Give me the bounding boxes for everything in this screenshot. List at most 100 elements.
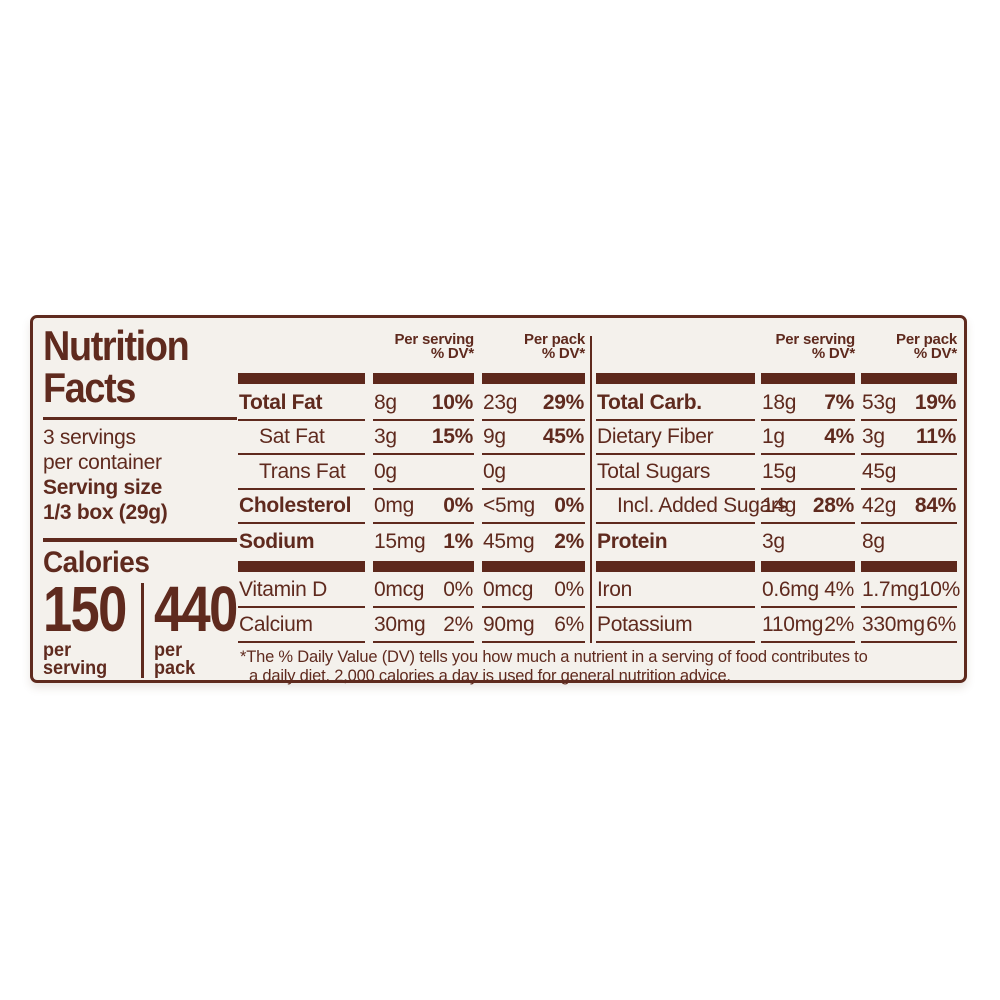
row-added-sugars: Incl. Added Sugars 14g 28% 42g 84% xyxy=(596,490,957,524)
per-serving-amount: 1g xyxy=(762,425,785,449)
per-pack-header: Per pack % DV* xyxy=(896,331,957,362)
per-pack-amount: 42g xyxy=(862,494,897,518)
calories-label: Calories xyxy=(43,546,150,579)
per-serving-dv: 28% xyxy=(812,494,854,518)
calories-per-pack-value: 440 xyxy=(154,573,238,645)
nutrient-name: Incl. Added Sugars xyxy=(617,494,788,518)
servings-count: 3 servings xyxy=(43,426,136,449)
per-serving-dv: 2% xyxy=(824,612,854,636)
per-pack-amount: 0g xyxy=(483,459,506,483)
nutrient-name: Calcium xyxy=(239,612,313,636)
row-cholesterol: Cholesterol 0mg 0% <5mg 0% xyxy=(238,490,585,524)
per-pack-amount: 45mg xyxy=(483,529,535,553)
calories-per-pack-unit: per pack xyxy=(154,640,196,679)
per-pack-amount: 9g xyxy=(483,425,506,449)
servings-per-container: per container xyxy=(43,451,162,474)
per-serving-header: Per serving % DV* xyxy=(394,331,474,362)
nutrients-table-left: Per serving % DV* Per pack % DV* Total F… xyxy=(238,330,585,643)
per-pack-dv: 0% xyxy=(554,578,584,602)
nutrient-name: Total Fat xyxy=(239,390,323,414)
per-pack-dv: 2% xyxy=(554,529,584,553)
nutrient-name: Total Carb. xyxy=(597,390,702,414)
per-serving-dv: 7% xyxy=(824,390,854,414)
nutrient-name: Dietary Fiber xyxy=(597,425,714,449)
nutrient-name: Protein xyxy=(597,529,668,553)
per-serving-dv: 0% xyxy=(443,494,473,518)
nutrient-name: Total Sugars xyxy=(597,459,711,483)
per-pack-dv: 10% xyxy=(918,578,961,602)
nutrient-name: Sat Fat xyxy=(259,425,325,449)
per-pack-amount: 23g xyxy=(483,390,518,414)
per-serving-amount: 0mcg xyxy=(374,578,425,602)
column-headers: Per serving % DV* Per pack % DV* xyxy=(596,330,957,373)
per-pack-amount: 53g xyxy=(862,390,897,414)
table-divider xyxy=(590,336,592,643)
nutrient-name: Iron xyxy=(597,578,632,602)
per-serving-amount: 3g xyxy=(762,529,785,553)
per-serving-amount: 8g xyxy=(374,390,397,414)
calories-per-serving-value: 150 xyxy=(43,573,127,645)
divider xyxy=(43,538,237,542)
per-serving-amount: 30mg xyxy=(374,612,426,636)
per-pack-dv: 29% xyxy=(542,390,584,414)
per-pack-amount: 1.7mg xyxy=(862,578,919,602)
row-vitamin-d: Vitamin D 0mcg 0% 0mcg 0% xyxy=(238,574,585,608)
footnote-line-2: a daily diet. 2,000 calories a day is us… xyxy=(249,667,731,685)
row-total-sugars: Total Sugars 15g 45g xyxy=(596,455,957,490)
divider xyxy=(43,417,237,420)
per-serving-dv: 15% xyxy=(431,425,473,449)
title-line-2: Facts xyxy=(43,364,136,411)
per-pack-dv: 6% xyxy=(554,612,584,636)
nutrient-name: Trans Fat xyxy=(259,459,346,483)
calories-per-pack: 440 per pack xyxy=(144,573,255,679)
thick-divider-bars xyxy=(238,373,585,384)
footnote-line-1: *The % Daily Value (DV) tells you how mu… xyxy=(240,648,868,666)
daily-value-footnote: *The % Daily Value (DV) tells you how mu… xyxy=(240,648,967,686)
per-serving-dv: 4% xyxy=(824,578,854,602)
per-pack-amount: 330mg xyxy=(862,612,925,636)
per-serving-header: Per serving % DV* xyxy=(775,331,855,362)
per-serving-amount: 0.6mg xyxy=(762,578,819,602)
per-serving-amount: 0g xyxy=(374,459,397,483)
serving-size-value: 1/3 box (29g) xyxy=(43,501,168,524)
per-pack-dv: 0% xyxy=(554,494,584,518)
per-pack-dv: 19% xyxy=(914,390,956,414)
row-trans-fat: Trans Fat 0g 0g xyxy=(238,455,585,490)
per-pack-amount: <5mg xyxy=(483,494,535,518)
per-pack-dv: 11% xyxy=(916,425,956,449)
nutrition-facts-title: Nutrition Facts xyxy=(43,325,218,409)
label-left-panel: Nutrition Facts 3 servings per container… xyxy=(43,325,238,679)
per-pack-amount: 90mg xyxy=(483,612,535,636)
per-serving-amount: 18g xyxy=(762,390,797,414)
per-serving-dv: 2% xyxy=(443,612,473,636)
calories-section: 150 per serving 440 per pack xyxy=(43,573,238,679)
per-serving-dv: 0% xyxy=(443,578,473,602)
per-serving-dv: 1% xyxy=(443,529,473,553)
per-pack-dv: 84% xyxy=(914,494,956,518)
per-pack-dv: 6% xyxy=(926,612,956,636)
row-total-carb: Total Carb. 18g 7% 53g 19% xyxy=(596,386,957,421)
thick-divider-bars xyxy=(238,560,585,572)
per-serving-amount: 0mg xyxy=(374,494,414,518)
per-serving-amount: 110mg xyxy=(762,612,824,636)
thick-divider-bars xyxy=(596,560,957,572)
calories-per-serving: 150 per serving xyxy=(43,573,144,679)
title-line-1: Nutrition xyxy=(43,322,190,369)
per-serving-dv: 4% xyxy=(824,425,854,449)
nutrient-name: Vitamin D xyxy=(239,578,327,602)
column-headers: Per serving % DV* Per pack % DV* xyxy=(238,330,585,373)
thick-divider-bars xyxy=(596,373,957,384)
nutrient-name: Potassium xyxy=(597,612,693,636)
per-pack-amount: 45g xyxy=(862,459,897,483)
calories-per-serving-unit: per serving xyxy=(43,640,108,679)
per-serving-dv: 10% xyxy=(431,390,473,414)
row-calcium: Calcium 30mg 2% 90mg 6% xyxy=(238,608,585,643)
per-pack-amount: 3g xyxy=(862,425,885,449)
row-iron: Iron 0.6mg 4% 1.7mg 10% xyxy=(596,574,961,608)
row-total-fat: Total Fat 8g 10% 23g 29% xyxy=(238,386,585,421)
nutrients-table-right: Per serving % DV* Per pack % DV* Total C… xyxy=(596,330,961,643)
row-sat-fat: Sat Fat 3g 15% 9g 45% xyxy=(238,421,585,455)
row-potassium: Potassium 110mg 2% 330mg 6% xyxy=(596,608,957,643)
per-serving-amount: 3g xyxy=(374,425,397,449)
per-serving-amount: 14g xyxy=(762,494,797,518)
